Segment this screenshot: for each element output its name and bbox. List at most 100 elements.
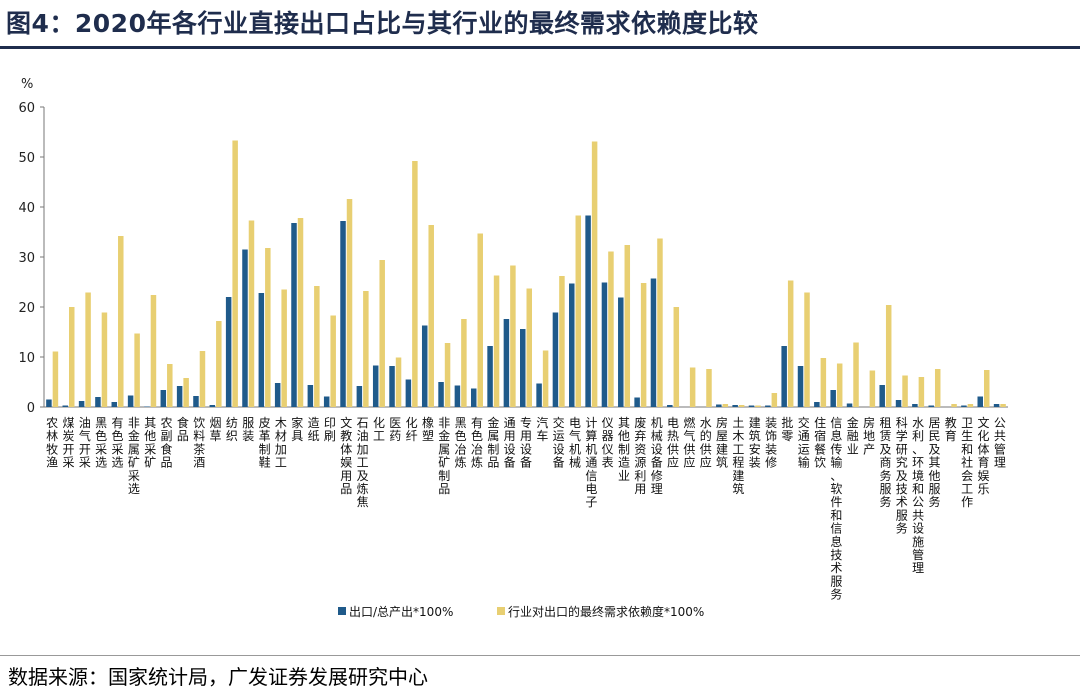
bar-export-dependence	[183, 378, 189, 407]
category-label: 计算机通信电子	[585, 416, 597, 509]
bar-export-dependence	[722, 404, 729, 407]
category-label: 住宿餐饮	[814, 416, 826, 470]
category-label: 农林牧渔	[46, 416, 58, 470]
bar-export-share	[144, 406, 150, 407]
bar-export-dependence	[853, 342, 859, 407]
category-label: 仪器仪表	[602, 416, 614, 470]
bar-export-dependence	[608, 251, 614, 407]
bar-export-dependence	[281, 289, 287, 407]
category-label: 专用设备	[520, 415, 532, 470]
bar-export-dependence	[542, 350, 549, 407]
bar-export-share	[470, 388, 477, 407]
y-tick-label: 60	[18, 101, 35, 116]
category-label: 黑色冶炼	[455, 416, 467, 470]
bar-export-dependence	[395, 357, 402, 407]
bar-export-share	[830, 390, 836, 407]
bar-chart: % 0 10 20 30 40 50 60 农林牧渔煤炭开采油气开采黑色采选有色采选非金属矿采…	[18, 77, 1008, 619]
chart-title: 图4：2020年各行业直接出口占比与其行业的最终需求依赖度比较	[6, 9, 759, 38]
bar-export-dependence	[624, 245, 631, 407]
bar-export-share	[193, 396, 199, 407]
bar-export-dependence	[297, 218, 304, 407]
y-tick-label: 20	[18, 301, 35, 316]
bar-export-dependence	[69, 307, 75, 407]
bar-export-dependence	[428, 225, 434, 407]
title-divider	[0, 46, 1080, 49]
bar-export-share	[961, 405, 967, 407]
bar-export-dependence	[591, 141, 598, 407]
bar-export-dependence	[412, 161, 418, 407]
category-label: 水的供应	[700, 416, 712, 470]
category-labels: 农林牧渔煤炭开采油气开采黑色采选有色采选非金属矿采选其他采矿农副食品食品饮料茶酒…	[46, 415, 1006, 602]
bar-export-dependence	[820, 358, 827, 407]
bar-export-share	[389, 366, 395, 407]
category-label: 机械设备修理	[651, 416, 663, 496]
bar-export-share	[977, 396, 983, 407]
category-label: 化工	[373, 416, 385, 443]
category-label: 卫生和社会工作	[961, 416, 973, 509]
bar-export-dependence	[346, 199, 353, 407]
bar-export-dependence	[477, 233, 483, 407]
bar-export-dependence	[885, 305, 892, 407]
bar-export-dependence	[657, 238, 663, 407]
bar-export-dependence	[836, 363, 843, 407]
bar-export-dependence	[951, 404, 957, 407]
bar-export-share	[618, 297, 624, 407]
bar-export-dependence	[85, 292, 91, 407]
bar-export-share	[176, 386, 183, 407]
bar-export-dependence	[771, 393, 778, 407]
bar-export-share	[846, 403, 853, 407]
category-label: 造纸	[308, 416, 320, 443]
bar-export-dependence	[510, 265, 516, 407]
bar-export-dependence	[330, 315, 336, 407]
category-label: 非金属矿制品	[438, 416, 450, 496]
bar-export-dependence	[689, 367, 696, 407]
bar-export-share	[667, 405, 673, 407]
bar-export-dependence	[902, 375, 908, 407]
bar-export-share	[438, 382, 444, 407]
bar-export-share	[160, 390, 167, 407]
source-divider	[0, 655, 1080, 656]
bar-export-dependence	[738, 405, 745, 407]
bar-export-dependence	[118, 236, 124, 407]
bar-export-share	[111, 402, 118, 407]
category-label: 土木工程建筑	[732, 416, 744, 496]
category-label: 文教体娱用品	[340, 415, 352, 496]
bar-export-share	[552, 312, 559, 407]
bar-export-share	[650, 278, 657, 407]
category-label: 农副食品	[161, 416, 173, 470]
bar-export-dependence	[461, 319, 467, 407]
category-label: 废弃资源利用	[634, 415, 646, 496]
chart-legend: 出口/总产出*100% 行业对出口的最终需求依赖度*100%	[338, 604, 704, 619]
bar-export-dependence	[493, 275, 500, 407]
category-label: 饮料茶酒	[193, 416, 205, 470]
bar-export-dependence	[232, 140, 238, 407]
bar-export-share	[748, 405, 755, 407]
bar-export-share	[879, 385, 885, 407]
category-label: 皮革制鞋	[259, 416, 271, 470]
category-label: 批零	[781, 415, 793, 443]
bar-export-dependence	[559, 276, 565, 407]
y-tick-label: 30	[18, 251, 35, 266]
y-tick-label: 10	[18, 351, 35, 366]
bar-export-dependence	[918, 377, 925, 407]
category-label: 租赁及商务服务	[879, 416, 891, 509]
category-label: 建筑安装	[749, 416, 761, 470]
bar-export-share	[634, 397, 640, 407]
bar-export-share	[765, 405, 771, 407]
category-label: 汽车	[536, 415, 548, 443]
category-label: 有色采选	[112, 416, 124, 470]
category-label: 电热供应	[667, 416, 679, 470]
bar-export-share	[307, 385, 314, 407]
legend-swatch-export-dependence	[497, 607, 505, 615]
bar-export-dependence	[150, 295, 157, 407]
category-label: 电气机械	[569, 416, 581, 470]
bar-export-share	[78, 401, 85, 407]
bar-export-share	[46, 399, 52, 407]
category-label: 其他制造业	[618, 416, 630, 483]
bar-export-share	[209, 405, 216, 407]
category-label: 纺织	[226, 416, 238, 443]
legend-label-export-dependence: 行业对出口的最终需求依赖度*100%	[508, 604, 704, 619]
bar-export-dependence	[804, 292, 810, 407]
bar-export-share	[372, 365, 379, 407]
bar-export-share	[895, 400, 902, 407]
